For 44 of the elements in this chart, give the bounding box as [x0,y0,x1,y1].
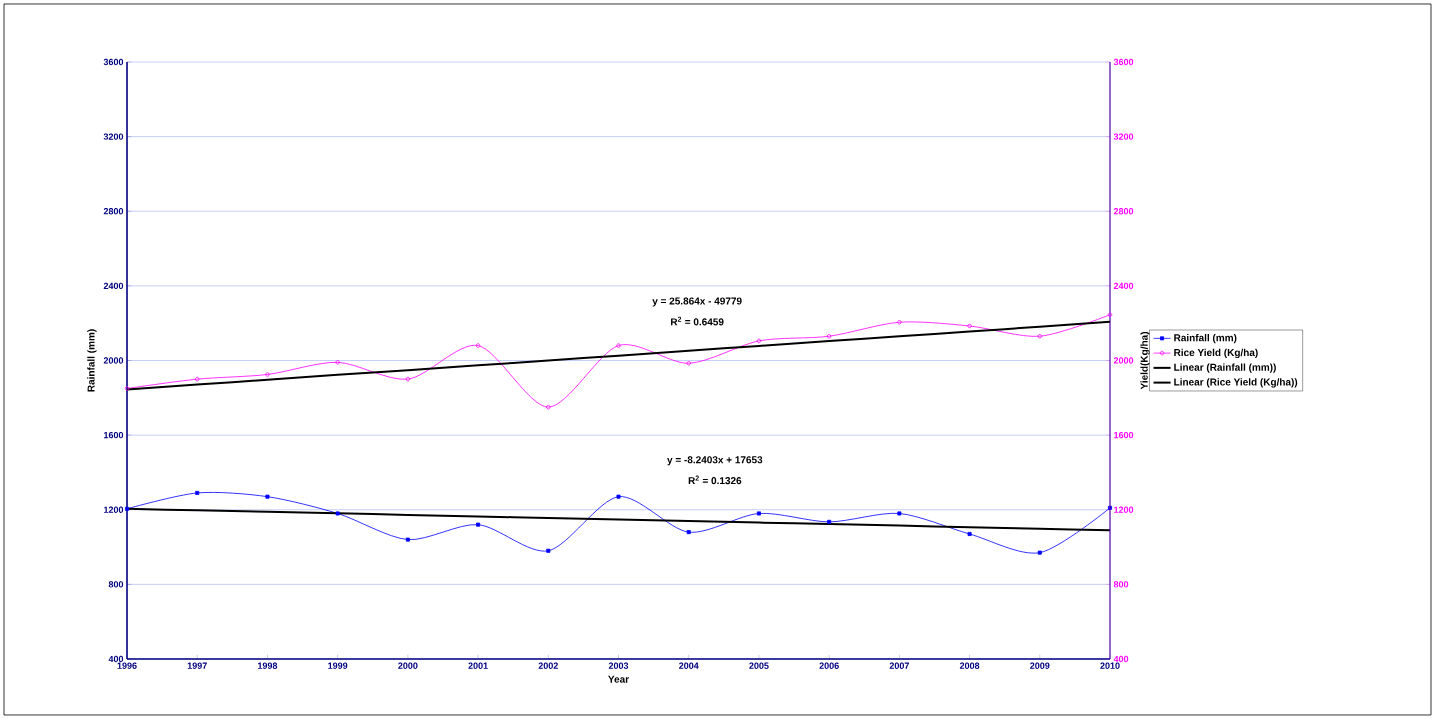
y2-tick-label: 1600 [1114,431,1134,439]
y2-tick-label: 2400 [1113,282,1134,290]
y-tick-label: 2800 [103,208,124,215]
legend-label: Linear (Rice Yield (Kg/ha)) [1174,378,1298,388]
x-tick-label: 2002 [538,662,558,669]
y-tick-label: 2400 [103,282,124,290]
y2-tick-label: 400 [1113,655,1129,663]
x-tick-label: 1996 [117,662,137,669]
x-tick-label: 2007 [889,662,909,669]
y2-tick-label: 3600 [1113,58,1134,66]
y2-tick-label: 800 [1113,581,1129,588]
legend-label: Rice Yield (Kg/ha) [1174,348,1258,359]
y-tick-label: 1200 [104,506,124,513]
y-tick-label: 400 [108,655,124,663]
annotation: y = -8.2403x + 17653 [667,456,763,466]
y2-tick-label: 2000 [1113,357,1134,364]
x-tick-label: 1997 [187,662,207,669]
x-tick-label: 2008 [959,662,980,669]
annotation: R$^{2}$ = 0.1326 [688,475,742,485]
annotation: y = 25.864x - 49779 [652,297,742,307]
x-tick-label: 1999 [328,662,348,669]
y-tick-label: 3200 [103,133,124,140]
x-tick-label: 2004 [679,662,699,669]
y2-tick-label: 1200 [1114,506,1134,513]
x-tick-label: 2010 [1100,662,1120,669]
x-tick-label: 1998 [257,662,278,669]
x-tick-label: 2001 [468,662,488,669]
y-tick-label: 2000 [103,357,124,364]
x-tick-label: 2000 [398,662,418,669]
x-tick-label: 2003 [608,662,629,669]
y-tick-label: 3600 [103,58,124,66]
legend-label: Linear (Rainfall (mm)) [1174,363,1276,373]
legend-label: Rainfall (mm) [1174,334,1237,344]
y-axis-title: Rainfall (mm) [87,329,97,392]
y-tick-label: 800 [108,581,124,588]
x-tick-label: 2006 [819,662,839,669]
y-tick-label: 1600 [104,431,124,439]
y2-tick-label: 2800 [1113,208,1134,215]
y2-tick-label: 3200 [1113,133,1134,140]
annotation: R$^{2}$ = 0.6459 [671,316,724,326]
x-tick-label: 2005 [749,662,769,669]
y2-axis-title: Yield(Kg/ha) [1140,331,1150,390]
x-tick-label: 2009 [1030,662,1050,669]
x-axis-title: Year [608,675,629,683]
